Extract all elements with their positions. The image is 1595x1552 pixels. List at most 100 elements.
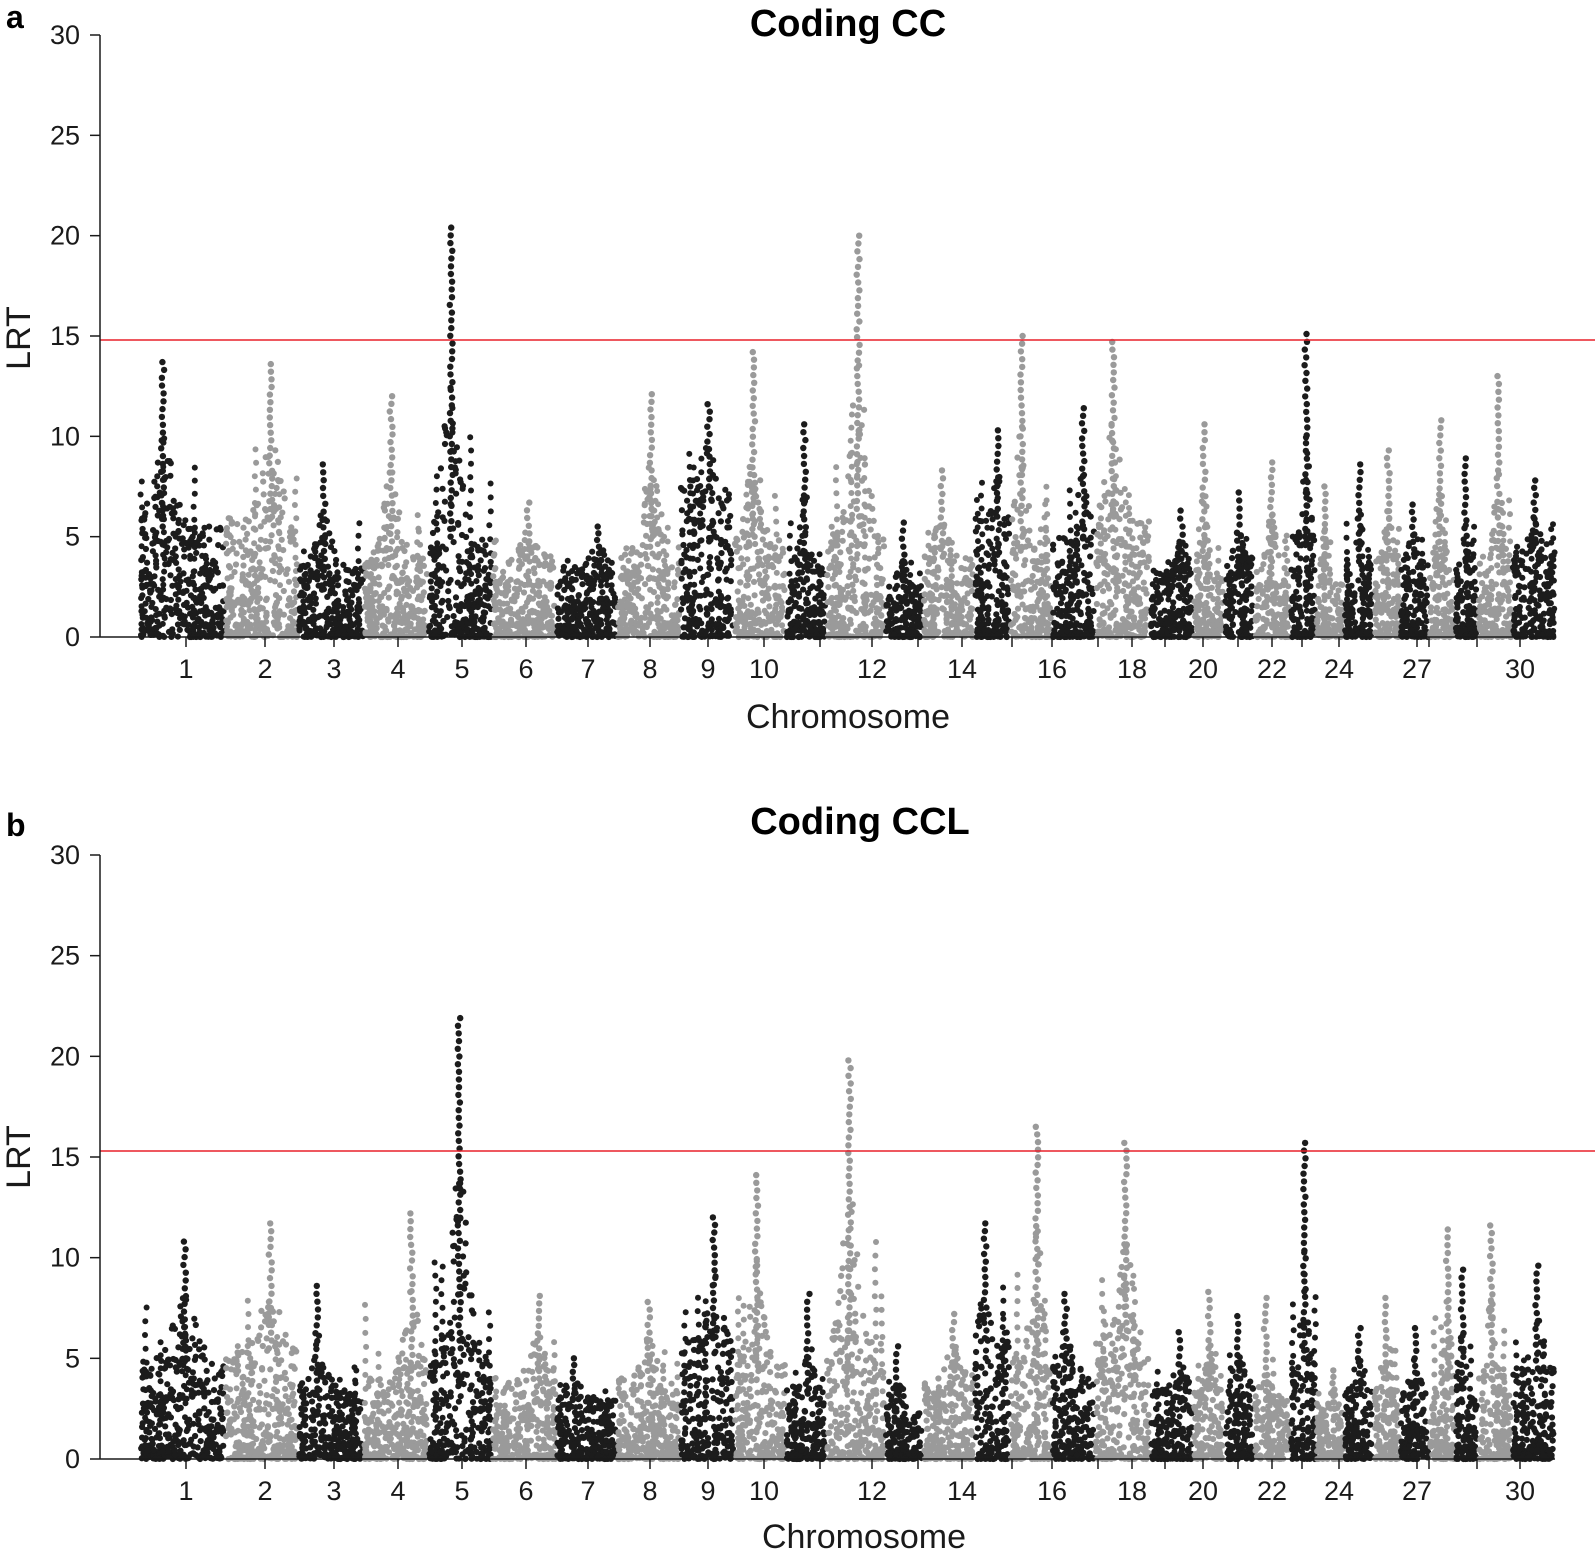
snp-point bbox=[321, 555, 328, 563]
snp-point bbox=[835, 613, 842, 620]
snp-point bbox=[526, 538, 533, 545]
snp-point bbox=[1042, 524, 1049, 531]
snp-point bbox=[937, 482, 944, 490]
snp-point bbox=[924, 607, 931, 614]
snp-point bbox=[707, 554, 714, 561]
snp-point bbox=[641, 500, 649, 507]
snp-point bbox=[486, 522, 493, 529]
snp-point bbox=[995, 541, 1002, 548]
snp-point bbox=[762, 568, 769, 575]
snp-point bbox=[1026, 627, 1033, 635]
snp-point bbox=[856, 287, 863, 294]
snp-point bbox=[180, 601, 188, 609]
snp-point bbox=[803, 576, 811, 583]
snp-point bbox=[1054, 605, 1061, 612]
snp-point bbox=[381, 590, 388, 597]
snp-point bbox=[428, 585, 435, 592]
snp-point bbox=[875, 545, 882, 552]
snp-point bbox=[531, 608, 538, 615]
snp-point bbox=[854, 302, 862, 310]
snp-point bbox=[151, 478, 158, 485]
snp-point bbox=[833, 581, 839, 588]
snp-point bbox=[266, 406, 274, 413]
snp-point bbox=[414, 539, 421, 546]
snp-point bbox=[287, 623, 295, 631]
snp-point bbox=[440, 563, 447, 570]
snp-point bbox=[697, 524, 704, 531]
snp-point bbox=[405, 593, 412, 600]
snp-point bbox=[762, 620, 769, 627]
chromosome-3-points bbox=[296, 461, 367, 641]
panel-letter-a: a bbox=[6, 0, 24, 35]
snp-point bbox=[318, 582, 325, 589]
snp-point bbox=[209, 619, 216, 626]
snp-point bbox=[598, 569, 605, 576]
snp-point bbox=[607, 608, 614, 615]
snp-point bbox=[699, 503, 707, 511]
snp-point bbox=[232, 561, 240, 568]
snp-point bbox=[293, 561, 300, 568]
snp-point bbox=[705, 622, 712, 630]
snp-point bbox=[403, 601, 410, 609]
chromosome-17-peak-point bbox=[1080, 405, 1088, 412]
snp-point bbox=[514, 613, 522, 621]
snp-point bbox=[263, 595, 270, 602]
snp-point bbox=[229, 545, 236, 553]
snp-point bbox=[154, 618, 161, 625]
snp-point bbox=[897, 605, 904, 612]
snp-point bbox=[355, 558, 362, 565]
chromosome-13-points bbox=[883, 519, 926, 641]
snp-point bbox=[833, 594, 840, 601]
snp-point bbox=[449, 379, 456, 386]
snp-point bbox=[625, 557, 632, 564]
snp-point bbox=[154, 473, 161, 480]
snp-point bbox=[356, 617, 363, 624]
snp-point bbox=[801, 484, 808, 491]
snp-point bbox=[854, 551, 861, 558]
snp-point bbox=[159, 429, 167, 436]
snp-point bbox=[772, 544, 779, 551]
snp-point bbox=[687, 483, 694, 490]
snp-point bbox=[947, 553, 954, 560]
snp-point bbox=[228, 607, 235, 614]
snp-point bbox=[635, 592, 642, 600]
snp-point bbox=[165, 559, 172, 567]
snp-point bbox=[649, 550, 656, 557]
snp-point bbox=[377, 593, 384, 601]
snp-point bbox=[862, 554, 868, 561]
snp-point bbox=[191, 464, 198, 471]
snp-point bbox=[321, 539, 328, 547]
snp-point bbox=[355, 532, 362, 539]
snp-point bbox=[152, 493, 159, 500]
snp-point bbox=[647, 406, 654, 413]
snp-point bbox=[718, 624, 725, 631]
snp-point bbox=[159, 523, 166, 530]
snp-point bbox=[627, 601, 634, 608]
snp-point bbox=[885, 623, 892, 630]
snp-point bbox=[326, 577, 334, 584]
snp-point bbox=[268, 376, 275, 383]
snp-point bbox=[593, 536, 601, 544]
snp-point bbox=[560, 563, 568, 571]
snp-point bbox=[475, 572, 482, 579]
snp-point bbox=[697, 565, 704, 572]
snp-point bbox=[832, 477, 839, 484]
snp-point bbox=[800, 500, 808, 507]
snp-point bbox=[434, 540, 441, 547]
snp-point bbox=[414, 566, 421, 573]
snp-point bbox=[492, 579, 499, 586]
snp-point bbox=[491, 620, 498, 627]
snp-point bbox=[138, 478, 145, 485]
snp-point bbox=[1022, 615, 1029, 622]
snp-point bbox=[1017, 394, 1025, 401]
snp-point bbox=[1078, 435, 1086, 442]
snp-point bbox=[448, 463, 455, 471]
snp-point bbox=[292, 554, 299, 561]
snp-point bbox=[147, 575, 154, 582]
snp-point bbox=[450, 613, 457, 620]
snp-point bbox=[312, 595, 319, 602]
snp-point bbox=[749, 387, 756, 394]
snp-point bbox=[382, 525, 389, 532]
snp-point bbox=[280, 547, 287, 554]
snp-point bbox=[240, 576, 247, 583]
